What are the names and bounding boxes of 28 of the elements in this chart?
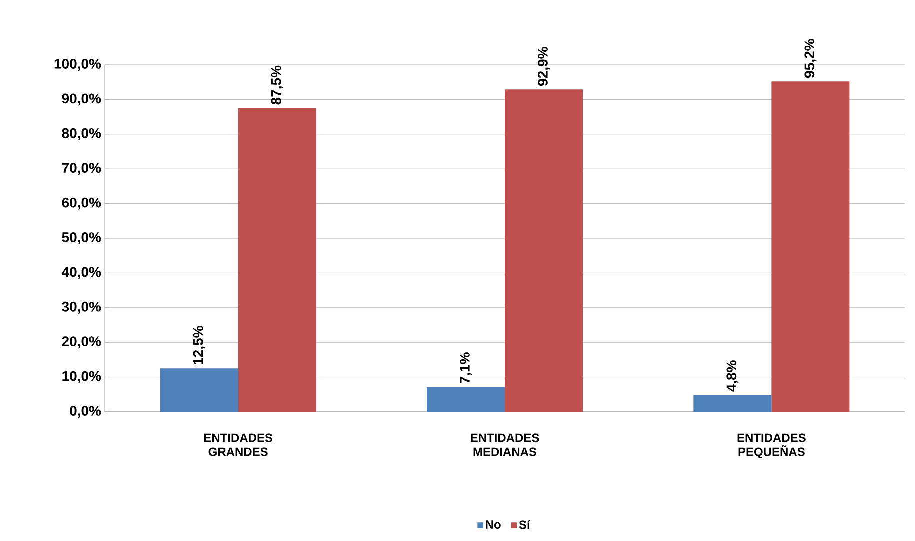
legend-label: Sí [519,520,531,530]
data-label: 12,5% [193,326,206,365]
data-label: 95,2% [804,39,817,78]
data-label: 87,5% [271,66,284,105]
y-tick-label: 100,0% [54,59,102,71]
legend-label: No [486,520,501,529]
y-tick-label: 40,0% [62,267,102,280]
y-tick-label: 30,0% [62,302,102,314]
data-label: 4,8% [726,360,739,392]
data-label: 92,9% [538,47,550,86]
x-tick-label: ENTIDADES PEQUEÑAS [738,434,806,459]
y-tick-label: 10,0% [62,371,102,384]
y-tick-label: 60,0% [62,198,102,210]
y-tick-label: 20,0% [62,336,102,349]
bar [427,387,506,412]
bar [505,90,584,412]
x-tick-label: ENTIDADES GRANDES [204,434,273,456]
y-tick-label: 0,0% [70,406,102,418]
bar [694,395,772,412]
y-tick-label: 90,0% [62,94,102,106]
x-tick-label: ENTIDADES MEDIANAS [471,434,540,456]
y-tick-label: 50,0% [62,232,102,244]
bar [238,108,316,412]
bar [160,368,238,412]
y-tick-label: 80,0% [62,128,102,140]
data-label: 7,1% [460,352,472,384]
bar [772,82,850,412]
y-tick-label: 70,0% [62,163,102,176]
